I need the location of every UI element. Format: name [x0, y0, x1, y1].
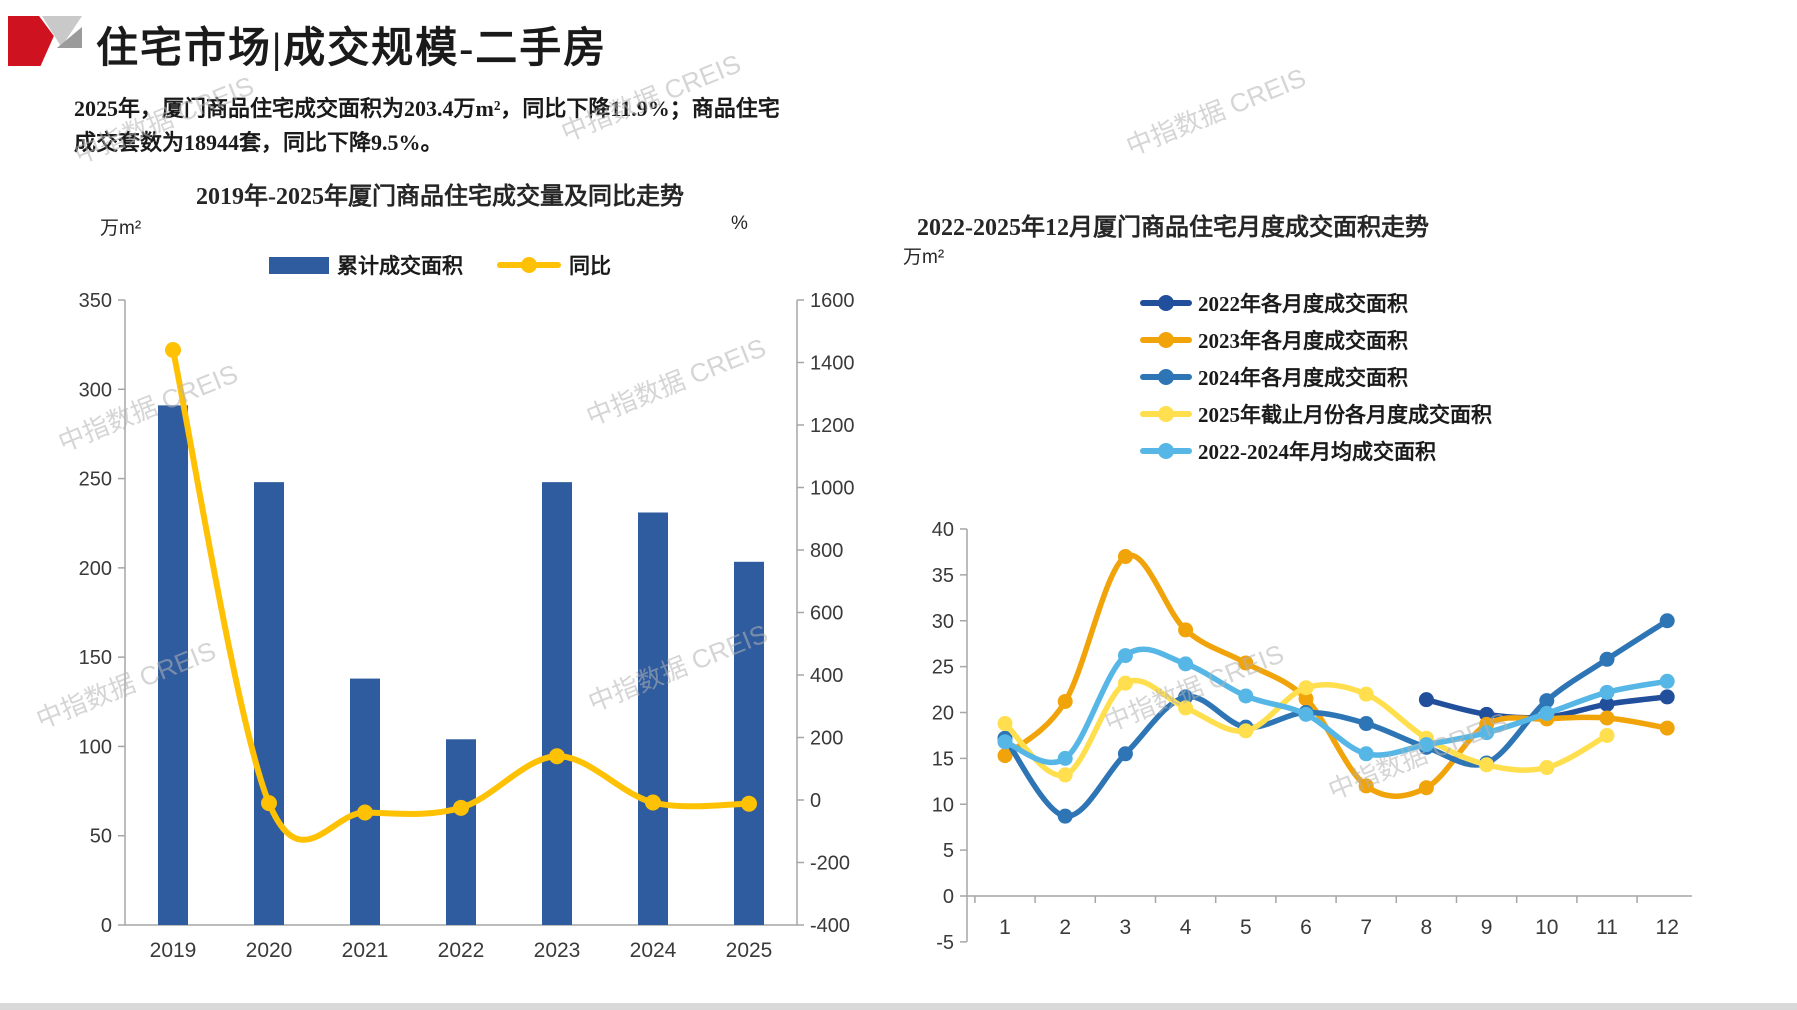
svg-text:2020: 2020 — [246, 939, 293, 962]
legend-label: 2024年各月度成交面积 — [1198, 365, 1408, 390]
legend-item: 2024年各月度成交面积 — [1140, 358, 1492, 395]
line-legend-marker — [1140, 331, 1192, 349]
right-chart-title: 2022-2025年12月厦门商品住宅月度成交面积走势 — [917, 215, 1429, 241]
svg-text:1000: 1000 — [810, 478, 855, 500]
svg-text:11: 11 — [1596, 916, 1618, 939]
svg-text:-200: -200 — [810, 853, 850, 875]
svg-text:2025: 2025 — [726, 939, 773, 962]
left-chart-legend: 累计成交面积 同比 — [60, 250, 820, 280]
svg-text:4: 4 — [1180, 916, 1192, 939]
svg-text:6: 6 — [1300, 916, 1312, 939]
left-chart-unit-right: % — [731, 213, 748, 234]
left-chart-canvas: 0 50 100 150 200 250 300 350 -400 -200 0 200 400 600 8… — [79, 290, 855, 962]
svg-text:5: 5 — [1240, 916, 1252, 939]
svg-text:10: 10 — [1535, 916, 1558, 939]
svg-text:10: 10 — [932, 794, 954, 816]
svg-text:7: 7 — [1360, 916, 1372, 939]
right-chart-legend: 2022年各月度成交面积 2023年各月度成交面积 2024年各月度成交面积 2025… — [1140, 284, 1492, 469]
svg-text:40: 40 — [932, 519, 954, 541]
creis-logo — [8, 16, 82, 66]
svg-text:250: 250 — [79, 469, 112, 491]
svg-text:-5: -5 — [936, 932, 954, 954]
svg-text:35: 35 — [932, 565, 954, 587]
watermark-text: 中指数据 CREIS — [1121, 62, 1310, 162]
svg-text:0: 0 — [101, 915, 112, 937]
line-legend-marker — [1140, 294, 1192, 312]
svg-text:-400: -400 — [810, 915, 850, 937]
svg-text:30: 30 — [932, 611, 954, 633]
svg-text:25: 25 — [932, 657, 954, 679]
svg-text:3: 3 — [1120, 916, 1132, 939]
svg-text:0: 0 — [943, 886, 954, 908]
svg-text:12: 12 — [1656, 916, 1679, 939]
svg-text:15: 15 — [932, 748, 954, 770]
legend-label: 2022-2024年月均成交面积 — [1198, 439, 1436, 464]
svg-text:9: 9 — [1481, 916, 1493, 939]
legend-label: 2025年截止月份各月度成交面积 — [1198, 402, 1492, 427]
svg-text:100: 100 — [79, 736, 112, 758]
svg-text:2024: 2024 — [630, 939, 677, 962]
left-chart-title: 2019年-2025年厦门商品住宅成交量及同比走势 — [196, 184, 684, 210]
svg-text:50: 50 — [90, 826, 112, 848]
line-legend-marker — [1140, 405, 1192, 423]
bar-legend-swatch — [269, 256, 329, 274]
svg-text:800: 800 — [810, 540, 843, 562]
legend-item: 2025年截止月份各月度成交面积 — [1140, 395, 1492, 432]
line-legend-marker — [1140, 442, 1192, 460]
svg-text:5: 5 — [943, 840, 954, 862]
legend-label: 同比 — [569, 254, 611, 278]
line-legend-marker — [497, 256, 561, 274]
svg-text:350: 350 — [79, 290, 112, 312]
svg-text:2023: 2023 — [534, 939, 581, 962]
legend-item: 累计成交面积 — [269, 250, 463, 280]
svg-text:400: 400 — [810, 665, 843, 687]
svg-text:1200: 1200 — [810, 415, 855, 437]
svg-text:1400: 1400 — [810, 353, 855, 375]
svg-text:20: 20 — [932, 703, 954, 725]
bottom-edge — [0, 1003, 1797, 1010]
right-chart-unit: 万m² — [903, 247, 945, 268]
svg-text:200: 200 — [79, 558, 112, 580]
svg-text:8: 8 — [1421, 916, 1433, 939]
svg-text:2022: 2022 — [438, 939, 485, 962]
legend-item: 2023年各月度成交面积 — [1140, 321, 1492, 358]
svg-text:2021: 2021 — [342, 939, 389, 962]
left-chart-unit-left: 万m² — [100, 218, 142, 239]
summary-text: 2025年，厦门商品住宅成交面积为203.4万m²，同比下降11.9%；商品住宅… — [74, 96, 780, 156]
svg-text:1600: 1600 — [810, 290, 855, 312]
svg-text:2019: 2019 — [150, 939, 197, 962]
line-legend-marker — [1140, 368, 1192, 386]
svg-text:2: 2 — [1059, 916, 1071, 939]
legend-item: 2022-2024年月均成交面积 — [1140, 432, 1492, 469]
legend-item: 同比 — [497, 250, 611, 280]
svg-text:1: 1 — [999, 916, 1011, 939]
svg-text:300: 300 — [79, 379, 112, 401]
legend-label: 累计成交面积 — [337, 254, 463, 278]
legend-label: 2023年各月度成交面积 — [1198, 328, 1408, 353]
svg-text:600: 600 — [810, 603, 843, 625]
legend-item: 2022年各月度成交面积 — [1140, 284, 1492, 321]
svg-text:0: 0 — [810, 790, 821, 812]
svg-text:150: 150 — [79, 647, 112, 669]
page-title: 住宅市场|成交规模-二手房 — [96, 26, 608, 72]
svg-text:200: 200 — [810, 728, 843, 750]
legend-label: 2022年各月度成交面积 — [1198, 291, 1408, 316]
